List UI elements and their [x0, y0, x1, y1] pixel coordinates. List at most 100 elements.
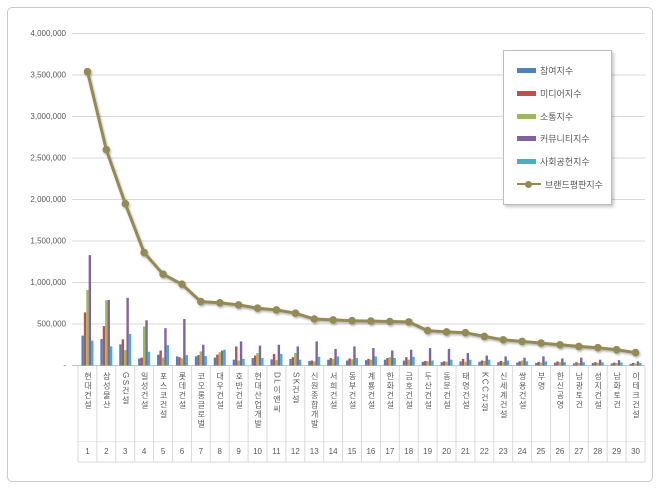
bar [126, 297, 129, 366]
category-rank: 3 [123, 447, 128, 456]
bar [261, 358, 264, 366]
bar [629, 363, 632, 366]
bar [580, 357, 583, 366]
bar [237, 360, 240, 366]
line-marker [102, 145, 111, 154]
legend-label: 소통지수 [540, 111, 574, 122]
y-tick-label: 3,000,000 [30, 112, 66, 121]
category-cell: 부영 25 [532, 368, 551, 462]
legend-item-social-contribution-index[interactable]: 사회공헌지수 [517, 155, 607, 168]
bar [537, 361, 540, 366]
category-cell: 신원종합개발 13 [305, 368, 324, 462]
bar [317, 356, 321, 366]
line-marker [594, 343, 602, 352]
bar [445, 361, 448, 366]
legend-label: 참여지수 [540, 66, 574, 76]
category-rank: 9 [236, 447, 241, 456]
category-cell: 남화토건 29 [607, 368, 626, 462]
category-cell: 동문건설 20 [437, 368, 456, 462]
bar [431, 360, 434, 366]
bar [466, 353, 470, 366]
bar [374, 356, 377, 366]
legend-item-participation-index[interactable]: 참여지수 [517, 64, 607, 77]
category-label: 계룡건설 [366, 372, 376, 410]
y-tick-label: 500,000 [37, 320, 66, 329]
bar [175, 356, 179, 366]
bar [313, 361, 316, 366]
bar [563, 362, 566, 366]
bar [542, 356, 545, 366]
bar [109, 346, 113, 366]
category-label: 부영 [537, 372, 547, 391]
bar [544, 361, 548, 366]
bar [459, 361, 462, 366]
category-label: 호반건설 [234, 372, 244, 410]
category-rank: 11 [272, 447, 281, 456]
category-label: 현대건설 [83, 372, 93, 410]
line-marker [442, 328, 451, 336]
category-rank: 15 [347, 447, 357, 456]
category-rank: 26 [555, 447, 565, 456]
bar [523, 357, 526, 366]
bar [594, 362, 597, 366]
category-rank: 24 [517, 447, 527, 456]
category-rank: 23 [498, 447, 508, 456]
bar [91, 340, 94, 366]
category-label: 일성건설 [140, 372, 150, 410]
bar [469, 359, 472, 366]
bar [183, 319, 186, 366]
line-marker [197, 297, 205, 306]
bar [83, 312, 87, 366]
category-label: 태영건설 [461, 372, 471, 410]
bar [272, 353, 276, 366]
bar [575, 362, 578, 366]
category-rank: 6 [179, 447, 185, 456]
bar [147, 351, 151, 366]
bar [639, 363, 642, 366]
legend-item-brand-reputation-index[interactable]: 브랜드평판지수 [517, 178, 607, 191]
bar [315, 341, 318, 366]
category-label: 남광토건 [574, 372, 584, 410]
category-cell: 성지건설 28 [588, 368, 607, 462]
category-label: 대우건설 [215, 372, 225, 410]
bar [553, 362, 557, 366]
category-label: KCC건설 [480, 372, 490, 413]
y-tick-label: - [63, 361, 66, 370]
bar [447, 348, 451, 366]
category-rank: 1 [85, 447, 90, 456]
legend-label: 브랜드평판지수 [545, 179, 603, 190]
bar [615, 363, 618, 366]
legend-item-community-index[interactable]: 커뮤니티지수 [517, 132, 607, 145]
category-rank: 28 [593, 447, 603, 456]
legend-label: 커뮤니티지수 [540, 134, 590, 145]
line-marker [291, 309, 300, 318]
category-cell: 한화건설 17 [380, 368, 399, 462]
brand-reputation-index-swatch [517, 180, 541, 188]
bar [506, 360, 510, 366]
legend-item-media-index[interactable]: 미디어지수 [517, 87, 607, 100]
bar [558, 362, 562, 366]
bar [428, 348, 432, 366]
bar [202, 344, 205, 366]
legend-item-communication-index[interactable]: 소통지수 [517, 110, 607, 123]
bar [409, 349, 413, 366]
line-marker [518, 337, 526, 346]
line-marker [253, 304, 262, 313]
category-cell: 한신공영 26 [551, 368, 570, 462]
bar [405, 357, 408, 366]
line-marker [631, 348, 640, 357]
bar [310, 360, 314, 366]
bar [572, 363, 576, 366]
category-label: 포스코건설 [159, 372, 169, 420]
category-cell: DL이앤씨 11 [267, 368, 286, 462]
line-marker [159, 270, 167, 279]
category-label: 코오롱글로벌 [196, 372, 206, 429]
bar [372, 348, 375, 366]
category-label: 두산건설 [423, 372, 433, 410]
bar [556, 361, 559, 366]
category-rank: 18 [404, 447, 414, 456]
category-rank: 17 [385, 447, 395, 456]
communication-index-swatch [517, 113, 536, 119]
bar [485, 355, 488, 366]
